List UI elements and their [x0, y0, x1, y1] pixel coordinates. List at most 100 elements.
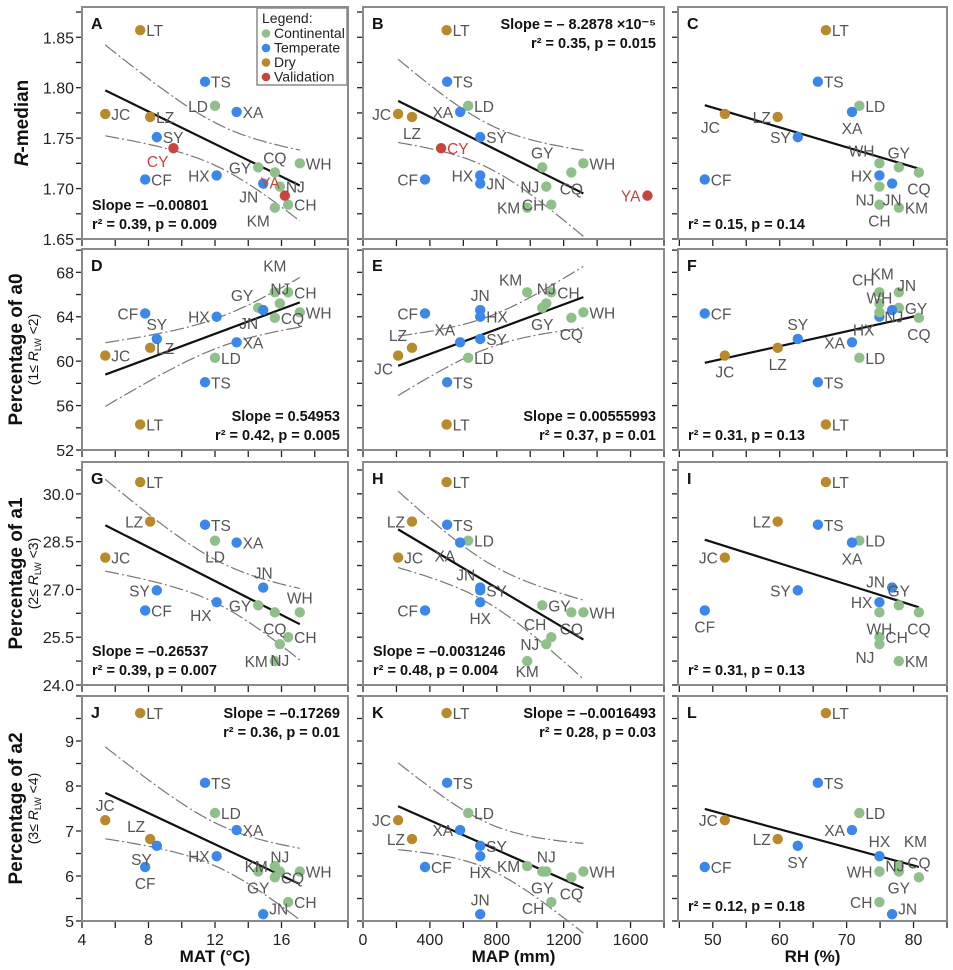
- data-point-jn: [475, 178, 486, 189]
- data-point-lz: [772, 111, 783, 123]
- data-point-wh: [294, 607, 305, 618]
- data-point-cq: [566, 872, 577, 883]
- confidence-band-lower: [105, 570, 301, 661]
- r2-p-annotation: r² = 0.31, p = 0.13: [688, 428, 805, 444]
- point-label: HX: [851, 595, 873, 612]
- y-title-text: Percentage of a0: [6, 273, 27, 425]
- data-point-xa: [454, 337, 466, 348]
- panel-letter: D: [91, 258, 103, 275]
- data-point-ld: [462, 352, 474, 364]
- data-point-sy: [151, 585, 163, 596]
- point-label: JN: [883, 193, 902, 210]
- data-point-xa: [231, 824, 242, 836]
- y-sub-var: R: [25, 351, 41, 361]
- point-label: CQ: [560, 327, 583, 344]
- data-point-ld: [462, 807, 474, 819]
- x-tick-label: 1200: [546, 932, 582, 949]
- y-tick-label: 60: [56, 354, 74, 371]
- data-point-cy: [168, 143, 179, 154]
- data-point-jc: [719, 350, 731, 361]
- point-label: LD: [865, 99, 885, 116]
- point-label: SY: [486, 332, 507, 349]
- data-point-ch: [282, 632, 294, 643]
- point-label: JN: [486, 177, 505, 194]
- data-point-jn: [886, 582, 898, 593]
- point-label: HX: [190, 608, 212, 625]
- point-label: NJ: [855, 650, 874, 667]
- point-label: WH: [849, 143, 875, 160]
- point-label: LZ: [125, 515, 143, 532]
- data-point-cq: [566, 607, 577, 618]
- data-point-jn: [475, 304, 486, 316]
- data-point-cq: [913, 312, 925, 324]
- data-point-cq: [566, 167, 577, 178]
- data-point-jn: [258, 909, 269, 920]
- data-point-hx: [211, 170, 222, 181]
- data-point-ch: [546, 199, 557, 210]
- point-label: TS: [211, 776, 231, 793]
- point-label: CH: [294, 630, 316, 647]
- point-label: CF: [711, 172, 732, 189]
- data-point-gy: [253, 866, 264, 877]
- y-tick-label: 8: [65, 779, 74, 796]
- point-label: CF: [694, 619, 715, 636]
- slope-annotation: Slope = –0.26537: [92, 644, 208, 660]
- point-label: XA: [243, 536, 264, 553]
- y-tick-label: 30.0: [43, 487, 74, 504]
- data-point-xa: [231, 537, 242, 548]
- panel-f: Fr² = 0.31, p = 0.13 LT TS LD XA JC LZ SY CF HX GY…: [672, 248, 948, 457]
- y-tick-label: 7: [65, 824, 74, 841]
- point-label: XA: [842, 121, 863, 138]
- legend-title: Legend:: [262, 10, 313, 26]
- data-point-ch: [282, 287, 294, 298]
- regression-line: [397, 296, 584, 367]
- slope-annotation: Slope = –0.0031246: [373, 644, 506, 660]
- point-label: NJ: [270, 281, 289, 298]
- point-label: LT: [453, 706, 470, 723]
- point-label: NJ: [520, 637, 539, 654]
- data-point-km: [522, 860, 533, 872]
- regression-line: [704, 104, 920, 170]
- point-label: JC: [372, 813, 391, 830]
- data-point-nj: [274, 181, 286, 192]
- x-axis-title: RH (%): [785, 947, 841, 966]
- data-point-gy: [253, 600, 264, 611]
- point-label: LD: [474, 806, 494, 823]
- point-label: LT: [832, 417, 849, 434]
- data-point-jc: [392, 552, 404, 563]
- data-point-cq: [913, 872, 925, 883]
- r2-p-annotation: r² = 0.12, p = 0.18: [688, 899, 805, 915]
- data-point-lz: [406, 516, 418, 527]
- point-label: TS: [453, 75, 473, 92]
- slope-annotation: Slope = 0.54953: [232, 409, 340, 425]
- point-label: JN: [456, 568, 475, 585]
- x-tick-label: 70: [838, 932, 856, 949]
- point-label: KM: [245, 859, 268, 876]
- panel-b: B Slope = – 8.2878 ×10⁻⁵ r² = 0.35, p = 0.…: [357, 6, 665, 246]
- data-point-wh: [294, 158, 305, 169]
- data-point-jn: [886, 304, 898, 316]
- point-label: SY: [770, 583, 791, 600]
- data-point-ch: [282, 896, 294, 908]
- point-label: XA: [243, 335, 264, 352]
- panel-a: 1.65 1.70 1.75 1.80 1.85 A Slope = –0.00801 r² …: [43, 6, 349, 249]
- point-label: HX: [452, 168, 474, 185]
- data-point-xa: [846, 824, 858, 836]
- data-point-sy: [151, 131, 163, 143]
- point-label: LZ: [753, 110, 771, 127]
- data-point-ts: [812, 76, 824, 87]
- point-label: LD: [188, 99, 208, 116]
- point-label: WH: [867, 290, 893, 307]
- data-point-km: [269, 860, 281, 872]
- point-label: CQ: [560, 621, 583, 638]
- point-label: JN: [471, 288, 490, 305]
- data-point-nj: [541, 298, 552, 309]
- point-label: CQ: [907, 855, 930, 872]
- point-label: CF: [118, 306, 139, 323]
- point-label: KM: [497, 859, 520, 876]
- data-point-jn: [886, 909, 898, 920]
- data-point-ts: [812, 377, 824, 388]
- data-point-ld: [462, 100, 474, 112]
- data-point-cf: [419, 174, 431, 185]
